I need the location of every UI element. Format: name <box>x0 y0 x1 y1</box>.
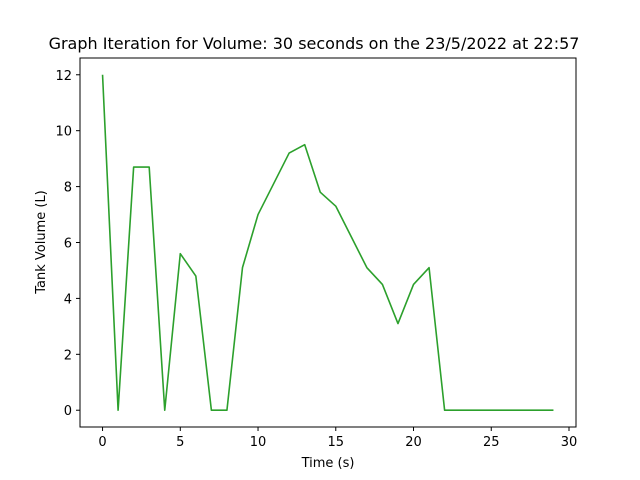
x-tick-label: 5 <box>176 435 184 450</box>
y-axis-label: Tank Volume (L) <box>34 190 49 295</box>
x-tick-label: 10 <box>250 435 267 450</box>
y-tick-label: 0 <box>64 404 72 419</box>
x-tick-label: 20 <box>405 435 422 450</box>
x-tick-label: 25 <box>483 435 500 450</box>
y-tick-label: 8 <box>64 181 72 196</box>
x-tick-label: 15 <box>328 435 345 450</box>
y-axis: 0 2 4 6 8 10 12 <box>55 69 80 419</box>
x-axis-label: Time (s) <box>301 456 355 471</box>
series-line <box>101 74 554 412</box>
x-tick-label: 30 <box>561 435 578 450</box>
y-tick-label: 10 <box>55 125 72 140</box>
y-tick-label: 4 <box>64 292 72 307</box>
y-tick-label: 12 <box>55 69 72 84</box>
x-tick-label: 0 <box>98 435 106 450</box>
x-axis: 0 5 10 15 20 25 30 <box>98 427 577 450</box>
y-tick-label: 6 <box>64 237 72 252</box>
y-tick-label: 2 <box>64 348 72 363</box>
chart-title: Graph Iteration for Volume: 30 seconds o… <box>49 34 580 53</box>
plot-area <box>101 74 554 412</box>
